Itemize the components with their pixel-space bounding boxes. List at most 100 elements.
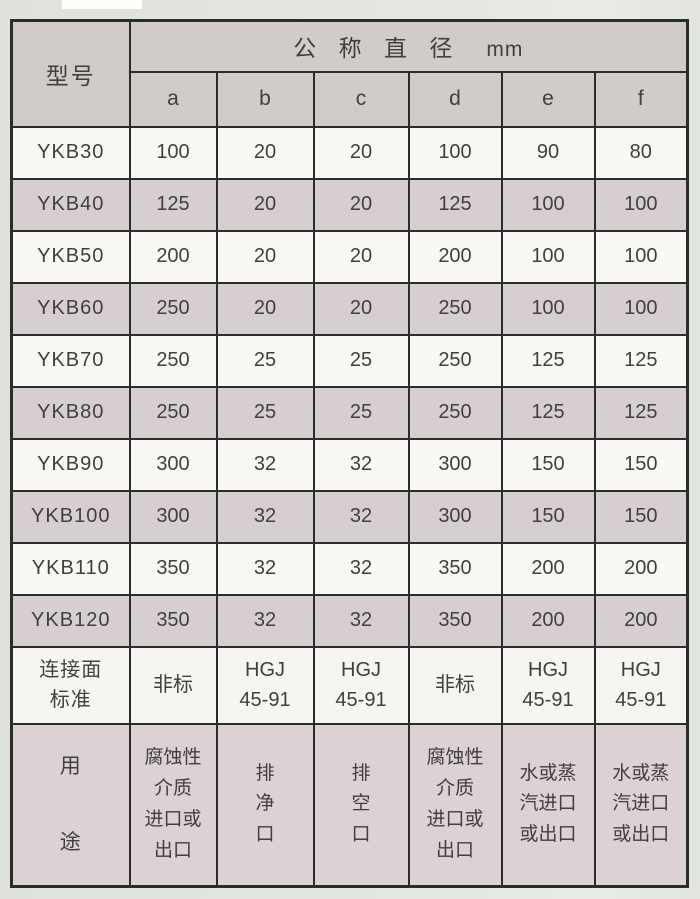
- usage-row-label: 用 途: [10, 722, 131, 888]
- nominal-diameter-label: 公 称 直 径: [293, 35, 461, 62]
- usage-cell: 排 空 口: [312, 722, 410, 888]
- value-cell: 125: [500, 385, 596, 440]
- value-cell: 300: [407, 437, 503, 492]
- value-cell: 150: [593, 489, 689, 544]
- table-row: YKB100 300 32 32 300 150 150: [10, 489, 689, 544]
- col-header-f: f: [593, 70, 689, 128]
- table-row: YKB30 100 20 20 100 90 80: [10, 125, 689, 180]
- model-cell: YKB30: [10, 125, 131, 180]
- scan-artifact: [62, 0, 142, 9]
- model-cell: YKB90: [10, 437, 131, 492]
- standard-cell: HGJ 45-91: [500, 645, 596, 725]
- value-cell: 300: [407, 489, 503, 544]
- value-cell: 100: [500, 281, 596, 336]
- value-cell: 350: [407, 541, 503, 596]
- value-cell: 125: [593, 385, 689, 440]
- diameter-unit-label: mm: [486, 38, 524, 62]
- table-row: YKB50 200 20 20 200 100 100: [10, 229, 689, 284]
- standard-cell: 非标: [407, 645, 503, 725]
- value-cell: 20: [215, 125, 315, 180]
- standard-cell: HGJ 45-91: [215, 645, 315, 725]
- standard-row-label: 连接面 标准: [10, 645, 131, 725]
- model-cell: YKB50: [10, 229, 131, 284]
- value-cell: 100: [500, 229, 596, 284]
- value-cell: 32: [215, 541, 315, 596]
- table-row: YKB90 300 32 32 300 150 150: [10, 437, 689, 492]
- table-row: YKB80 250 25 25 250 125 125: [10, 385, 689, 440]
- value-cell: 100: [407, 125, 503, 180]
- usage-row: 用 途 腐蚀性 介质 进口或 出口 排 净 口 排 空 口 腐蚀性 介质 进口或…: [10, 722, 689, 888]
- usage-cell: 腐蚀性 介质 进口或 出口: [407, 722, 503, 888]
- model-cell: YKB40: [10, 177, 131, 232]
- value-cell: 80: [593, 125, 689, 180]
- value-cell: 32: [215, 489, 315, 544]
- value-cell: 200: [128, 229, 218, 284]
- value-cell: 150: [500, 437, 596, 492]
- value-cell: 200: [500, 541, 596, 596]
- value-cell: 250: [128, 281, 218, 336]
- connection-standard-row: 连接面 标准 非标 HGJ 45-91 HGJ 45-91 非标 HGJ 45-…: [10, 645, 689, 725]
- value-cell: 125: [593, 333, 689, 388]
- value-cell: 200: [593, 593, 689, 648]
- value-cell: 90: [500, 125, 596, 180]
- col-header-d: d: [407, 70, 503, 128]
- model-cell: YKB110: [10, 541, 131, 596]
- value-cell: 125: [407, 177, 503, 232]
- value-cell: 20: [312, 125, 410, 180]
- table-row: YKB70 250 25 25 250 125 125: [10, 333, 689, 388]
- value-cell: 32: [215, 593, 315, 648]
- value-cell: 350: [128, 593, 218, 648]
- col-header-c: c: [312, 70, 410, 128]
- value-cell: 250: [407, 385, 503, 440]
- model-cell: YKB60: [10, 281, 131, 336]
- usage-cell: 腐蚀性 介质 进口或 出口: [128, 722, 218, 888]
- value-cell: 100: [593, 281, 689, 336]
- value-cell: 32: [312, 437, 410, 492]
- model-cell: YKB70: [10, 333, 131, 388]
- value-cell: 300: [128, 437, 218, 492]
- value-cell: 200: [500, 593, 596, 648]
- usage-cell: 排 净 口: [215, 722, 315, 888]
- value-cell: 200: [407, 229, 503, 284]
- value-cell: 20: [312, 229, 410, 284]
- value-cell: 350: [128, 541, 218, 596]
- value-cell: 150: [593, 437, 689, 492]
- usage-cell: 水或蒸 汽进口 或出口: [500, 722, 596, 888]
- value-cell: 25: [215, 333, 315, 388]
- value-cell: 350: [407, 593, 503, 648]
- value-cell: 32: [312, 593, 410, 648]
- value-cell: 20: [215, 177, 315, 232]
- value-cell: 150: [500, 489, 596, 544]
- value-cell: 200: [593, 541, 689, 596]
- value-cell: 32: [215, 437, 315, 492]
- spec-table: 型号 公 称 直 径 mm a b c d e f YKB30 100 20 20…: [10, 19, 690, 888]
- value-cell: 20: [312, 281, 410, 336]
- value-cell: 300: [128, 489, 218, 544]
- col-header-e: e: [500, 70, 596, 128]
- value-cell: 250: [407, 333, 503, 388]
- value-cell: 25: [215, 385, 315, 440]
- value-cell: 100: [128, 125, 218, 180]
- value-cell: 100: [500, 177, 596, 232]
- value-cell: 32: [312, 541, 410, 596]
- nominal-diameter-header: 公 称 直 径 mm: [128, 19, 689, 73]
- standard-cell: HGJ 45-91: [312, 645, 410, 725]
- value-cell: 100: [593, 229, 689, 284]
- table-row: YKB40 125 20 20 125 100 100: [10, 177, 689, 232]
- table-row: YKB120 350 32 32 350 200 200: [10, 593, 689, 648]
- standard-cell: 非标: [128, 645, 218, 725]
- model-cell: YKB80: [10, 385, 131, 440]
- col-header-a: a: [128, 70, 218, 128]
- value-cell: 25: [312, 385, 410, 440]
- value-cell: 250: [407, 281, 503, 336]
- table-row: YKB110 350 32 32 350 200 200: [10, 541, 689, 596]
- model-cell: YKB100: [10, 489, 131, 544]
- standard-cell: HGJ 45-91: [593, 645, 689, 725]
- value-cell: 250: [128, 333, 218, 388]
- value-cell: 100: [593, 177, 689, 232]
- value-cell: 20: [312, 177, 410, 232]
- usage-cell: 水或蒸 汽进口 或出口: [593, 722, 689, 888]
- value-cell: 250: [128, 385, 218, 440]
- col-header-b: b: [215, 70, 315, 128]
- value-cell: 125: [500, 333, 596, 388]
